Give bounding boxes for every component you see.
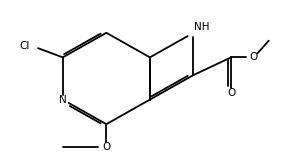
Text: N: N [59, 95, 67, 105]
Text: O: O [250, 52, 258, 62]
Text: O: O [227, 88, 235, 98]
Text: NH: NH [194, 22, 210, 32]
Text: O: O [102, 142, 111, 152]
Text: Cl: Cl [19, 41, 30, 51]
